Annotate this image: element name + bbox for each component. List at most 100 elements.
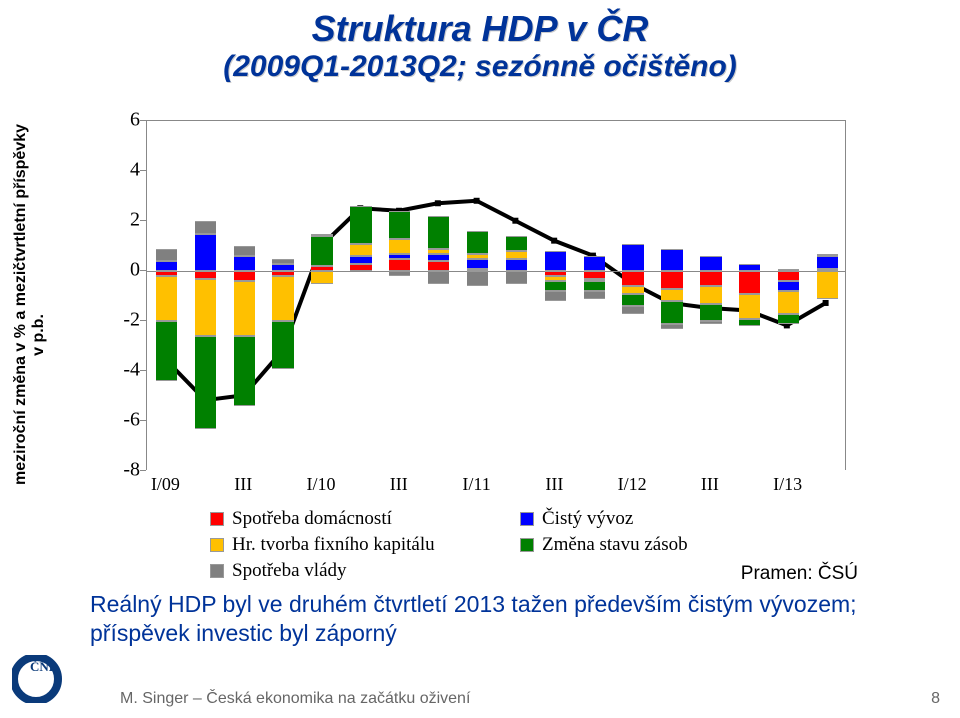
bar-segment — [817, 254, 838, 257]
bar-segment — [700, 256, 721, 271]
bar-segment — [506, 259, 527, 272]
footer-text: M. Singer – Česká ekonomika na začátku o… — [120, 690, 470, 708]
bar-segment — [817, 271, 838, 299]
x-tick-label: I/11 — [462, 474, 490, 495]
bar-segment — [350, 264, 371, 272]
y-tick-label: 4 — [100, 159, 140, 182]
bar-segment — [350, 256, 371, 264]
legend-item: Spotřeba vlády — [210, 560, 520, 582]
bar-segment — [234, 281, 255, 336]
legend-item: Hr. tvorba fixního kapitálu — [210, 534, 520, 556]
bar-segment — [506, 236, 527, 251]
x-tick-label: I/13 — [773, 474, 802, 495]
x-axis-ticks: I/09IIII/10IIII/11IIII/12IIII/13 — [146, 472, 846, 502]
y-tick-label: -8 — [100, 459, 140, 482]
bar-segment — [195, 336, 216, 429]
legend-label: Hr. tvorba fixního kapitálu — [232, 534, 435, 556]
bar-segment — [778, 281, 799, 291]
bar-segment — [584, 271, 605, 279]
bar-segment — [428, 216, 449, 249]
bar-segment — [428, 254, 449, 262]
bar-segment — [389, 271, 410, 276]
legend-label: Čistý vývoz — [542, 508, 633, 530]
legend-swatch — [520, 538, 534, 552]
bar-segment — [506, 251, 527, 259]
bar-segment — [584, 291, 605, 299]
bar-segment — [234, 271, 255, 281]
bar-segment — [389, 239, 410, 254]
y-axis-label: meziroční změna v % a mezičtvrtletní pří… — [12, 185, 48, 485]
x-tick-label: III — [390, 474, 408, 495]
bar-segment — [234, 256, 255, 271]
bar-segment — [739, 294, 760, 319]
y-tick-label: 0 — [100, 259, 140, 282]
legend-label: Spotřeba domácností — [232, 508, 392, 530]
legend-label: Spotřeba vlády — [232, 560, 347, 582]
bar-segment — [467, 254, 488, 259]
bar-segment — [545, 251, 566, 271]
bar-segment — [195, 234, 216, 272]
body-text: Reálný HDP byl ve druhém čtvrtletí 2013 … — [90, 590, 880, 648]
x-tick-label: III — [234, 474, 252, 495]
bar-segment — [622, 306, 643, 314]
bar-segment — [389, 254, 410, 259]
bar-segment — [661, 289, 682, 302]
bar-segment — [467, 231, 488, 254]
bar-segment — [195, 221, 216, 234]
legend-label: Změna stavu zásob — [542, 534, 688, 556]
bar-segment — [622, 271, 643, 286]
bar-segment — [389, 211, 410, 239]
bar-segment — [195, 271, 216, 279]
bar-segment — [545, 291, 566, 301]
bar-segment — [428, 249, 449, 254]
bar-segment — [467, 259, 488, 269]
bar-segment — [778, 314, 799, 324]
bar-segment — [467, 271, 488, 286]
y-tick-label: 2 — [100, 209, 140, 232]
bar-segment — [350, 206, 371, 244]
bar-segment — [817, 256, 838, 269]
bar-segment — [156, 321, 177, 381]
bar-segment — [350, 244, 371, 257]
bar-segment — [389, 259, 410, 272]
bar-segment — [778, 271, 799, 281]
bar-segment — [739, 264, 760, 272]
bar-segment — [195, 279, 216, 337]
bar-segment — [311, 271, 332, 284]
bar-segment — [739, 271, 760, 294]
legend-swatch — [210, 564, 224, 578]
x-tick-label: I/10 — [307, 474, 336, 495]
bar-segment — [739, 319, 760, 327]
bar-segment — [700, 321, 721, 324]
bar-segment — [156, 249, 177, 262]
bar-segment — [428, 261, 449, 271]
y-tick-label: -4 — [100, 359, 140, 382]
svg-text:ČNB: ČNB — [30, 659, 58, 674]
bar-segment — [700, 271, 721, 286]
bar-segment — [156, 261, 177, 271]
y-tick-label: 6 — [100, 109, 140, 132]
bar-segment — [661, 324, 682, 329]
x-tick-label: I/09 — [151, 474, 180, 495]
cnb-logo: ČNB — [12, 655, 82, 703]
bar-segment — [700, 304, 721, 322]
bar-segment — [272, 276, 293, 321]
bar-segment — [545, 281, 566, 291]
bar-segment — [661, 301, 682, 324]
plot-area — [146, 120, 846, 470]
bar-segment — [661, 249, 682, 272]
bar-segment — [311, 236, 332, 266]
page-number: 8 — [931, 690, 940, 708]
x-tick-label: III — [701, 474, 719, 495]
bar-segment — [778, 269, 799, 272]
legend-swatch — [210, 538, 224, 552]
title-line-1: Struktura HDP v ČR — [0, 8, 960, 50]
title-line-2: (2009Q1-2013Q2; sezónně očištěno) — [0, 50, 960, 84]
bar-segment — [622, 244, 643, 272]
y-tick-label: -6 — [100, 409, 140, 432]
bar-segment — [272, 264, 293, 272]
bar-segment — [234, 336, 255, 406]
x-tick-label: I/12 — [618, 474, 647, 495]
legend-item: Spotřeba domácností — [210, 508, 520, 530]
slide-title: Struktura HDP v ČR (2009Q1-2013Q2; sezón… — [0, 0, 960, 84]
